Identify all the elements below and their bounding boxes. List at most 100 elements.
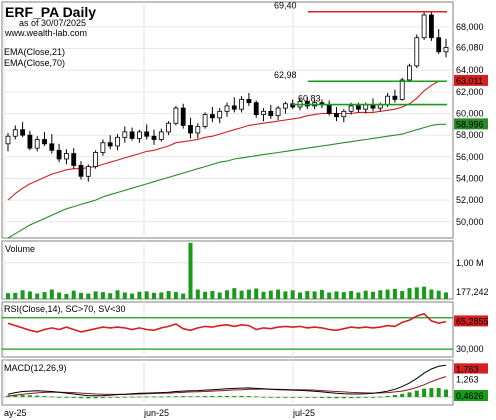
macd-hist-bar bbox=[122, 396, 127, 398]
macd-hist-bar bbox=[392, 395, 397, 397]
ema21-value-tag-bg bbox=[454, 74, 488, 86]
candle-body bbox=[49, 143, 55, 151]
macd-hist-bar bbox=[195, 396, 200, 397]
macd-hist-bar bbox=[130, 396, 135, 398]
volume-bar bbox=[246, 289, 251, 299]
candle-body bbox=[268, 110, 274, 117]
candle-body bbox=[85, 166, 91, 177]
volume-bar bbox=[349, 291, 354, 299]
macd-hist-bar bbox=[443, 389, 449, 397]
macd-hist-bar bbox=[188, 396, 193, 397]
candle-body bbox=[239, 99, 245, 110]
ema70-line bbox=[7, 123, 446, 239]
candle-body bbox=[355, 105, 361, 110]
candle-body bbox=[443, 47, 449, 53]
volume-bar bbox=[57, 292, 62, 299]
candle-body bbox=[385, 95, 391, 106]
volume-bar bbox=[363, 290, 368, 299]
candle-body bbox=[334, 113, 339, 118]
macd-hist-bar bbox=[159, 396, 164, 398]
volume-bar bbox=[297, 292, 303, 299]
website-label: www.wealth-lab.com bbox=[4, 28, 87, 38]
candle-body bbox=[326, 104, 332, 114]
volume-pane-label: Volume bbox=[5, 244, 35, 254]
volume-bar bbox=[392, 288, 397, 299]
macd-hist-bar bbox=[400, 393, 405, 397]
macd-hist-tag: 0,4626 bbox=[456, 391, 484, 401]
rsi-value-tag-bg bbox=[454, 315, 488, 327]
candle-body bbox=[71, 153, 77, 166]
macd-hist-bar bbox=[144, 396, 149, 398]
macd-hist-bar bbox=[137, 396, 142, 398]
volume-bar bbox=[27, 291, 32, 299]
ema70-value-tag: 58,996 bbox=[456, 119, 484, 129]
candle-body bbox=[27, 134, 33, 149]
volume-bar bbox=[166, 291, 171, 299]
macd-pane-label: MACD(12,26,9) bbox=[4, 363, 67, 373]
volume-bar bbox=[35, 293, 40, 299]
macd-hist-bar bbox=[100, 397, 105, 398]
macd-hist-bar bbox=[363, 397, 368, 398]
volume-bar bbox=[290, 290, 295, 299]
candle-body bbox=[407, 65, 412, 81]
volume-bar bbox=[93, 291, 98, 299]
volume-bar bbox=[319, 289, 324, 299]
price-tick-label: 52,000 bbox=[456, 195, 484, 205]
candle-body bbox=[275, 107, 281, 117]
volume-bar bbox=[210, 291, 215, 299]
macd-hist-bar bbox=[385, 395, 390, 397]
volume-bar bbox=[122, 292, 127, 299]
candle-body bbox=[224, 105, 230, 112]
candle-body bbox=[122, 131, 128, 138]
macd-value-tag: 1,763 bbox=[456, 364, 479, 374]
macd-signal-tag: 1,263 bbox=[456, 375, 479, 385]
price-tick-label: 64,000 bbox=[456, 65, 484, 75]
candle-body bbox=[115, 136, 120, 147]
volume-bar bbox=[312, 291, 317, 299]
macd-hist-bar bbox=[356, 397, 361, 398]
candle-body bbox=[63, 153, 69, 160]
macd-hist-bar bbox=[305, 397, 310, 398]
candle-body bbox=[100, 142, 106, 153]
volume-bar bbox=[436, 290, 441, 299]
macd-hist-tag-bg bbox=[454, 390, 488, 401]
macd-hist-bar bbox=[108, 397, 113, 398]
rsi-pane-label: RSI(Close,14), SC>70, SV<30 bbox=[4, 304, 126, 314]
price-tick-label: 50,000 bbox=[456, 217, 484, 227]
volume-bar bbox=[100, 292, 105, 299]
candle-body bbox=[42, 139, 47, 145]
level-label: 69,40 bbox=[274, 1, 297, 11]
volume-bar bbox=[268, 290, 273, 299]
macd-hist-bar bbox=[5, 395, 11, 397]
volume-bar bbox=[130, 293, 135, 299]
macd-hist-bar bbox=[224, 395, 230, 397]
candle-body bbox=[180, 107, 186, 126]
macd-hist-bar bbox=[115, 397, 120, 398]
candle-body bbox=[93, 152, 99, 167]
volume-bar bbox=[5, 293, 11, 299]
volume-bar bbox=[356, 292, 361, 299]
macd-signal-tag-bg bbox=[454, 373, 488, 385]
candle-body bbox=[129, 131, 135, 139]
volume-bar bbox=[443, 292, 449, 299]
rsi-pane bbox=[1, 301, 454, 358]
price-tick-label: 54,000 bbox=[456, 173, 484, 183]
indicator-ema70-label: EMA(Close,70) bbox=[4, 58, 65, 68]
macd-hist-bar bbox=[414, 390, 419, 397]
volume-bar bbox=[378, 290, 383, 299]
volume-bar bbox=[239, 290, 244, 299]
macd-hist-bar bbox=[276, 397, 281, 398]
volume-last-tag: 177,242 bbox=[456, 287, 489, 297]
volume-bar bbox=[144, 291, 149, 299]
macd-hist-bar bbox=[407, 392, 412, 397]
macd-hist-bar bbox=[261, 396, 266, 398]
volume-bar bbox=[195, 289, 200, 299]
volume-bar bbox=[108, 293, 113, 299]
macd-hist-bar bbox=[319, 397, 324, 398]
candle-body bbox=[363, 104, 369, 110]
candle-body bbox=[151, 135, 157, 140]
volume-bar bbox=[261, 291, 266, 299]
candle-body bbox=[428, 14, 434, 39]
macd-hist-bar bbox=[370, 397, 376, 398]
candle-body bbox=[195, 126, 201, 134]
